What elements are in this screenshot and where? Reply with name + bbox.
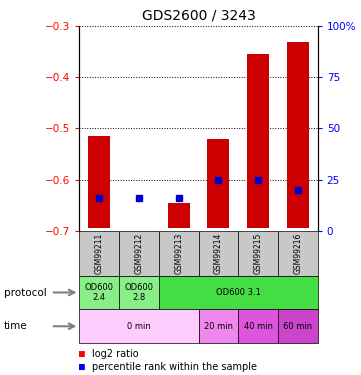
Text: protocol: protocol [4,288,46,297]
Text: GSM99213: GSM99213 [174,232,183,274]
Text: GSM99214: GSM99214 [214,232,223,274]
Bar [238,231,278,276]
Bar [199,231,238,276]
Text: GSM99212: GSM99212 [135,232,143,274]
Text: 0 min: 0 min [127,322,151,331]
Bar [278,309,318,343]
Text: GSM99216: GSM99216 [293,232,302,274]
Text: OD600 3.1: OD600 3.1 [216,288,261,297]
Bar [199,309,238,343]
Bar [159,276,318,309]
Bar [168,202,190,228]
Bar [79,309,199,343]
Bar [79,231,119,276]
Text: ■: ■ [79,362,85,372]
Text: OD600
2.4: OD600 2.4 [85,283,114,302]
Bar [247,54,269,228]
Text: 40 min: 40 min [244,322,273,331]
Text: OD600
2.8: OD600 2.8 [125,283,153,302]
Bar [159,231,199,276]
Title: GDS2600 / 3243: GDS2600 / 3243 [142,8,256,22]
Text: GSM99211: GSM99211 [95,232,104,274]
Text: 20 min: 20 min [204,322,233,331]
Bar [287,42,309,228]
Text: log2 ratio: log2 ratio [92,350,139,359]
Text: percentile rank within the sample: percentile rank within the sample [92,362,257,372]
Bar [238,309,278,343]
Bar [278,231,318,276]
Bar [119,276,159,309]
Text: GSM99215: GSM99215 [254,232,262,274]
Text: 60 min: 60 min [283,322,312,331]
Bar [119,231,159,276]
Bar [208,139,229,228]
Bar [88,136,110,228]
Text: time: time [4,321,27,331]
Text: ■: ■ [79,350,85,359]
Bar [79,276,119,309]
